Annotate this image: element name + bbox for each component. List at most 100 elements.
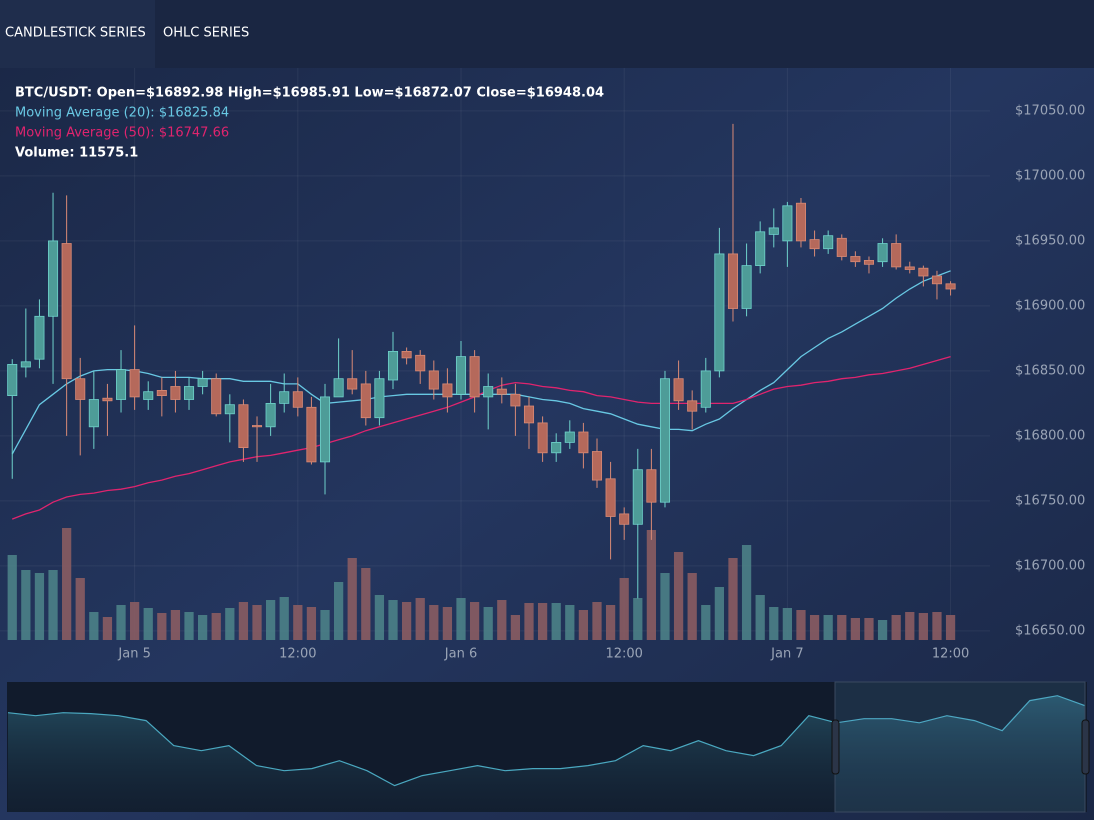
volume-bar — [75, 578, 85, 640]
candle-body — [292, 391, 303, 408]
candle-body — [88, 399, 99, 428]
volume-bar — [211, 613, 221, 640]
candle-body — [170, 386, 181, 400]
candle-body — [809, 239, 820, 250]
volume-bar — [809, 615, 820, 640]
volume-bar — [361, 568, 371, 640]
candle-body — [877, 243, 888, 263]
candle-body — [591, 451, 603, 481]
volume-bar — [320, 610, 330, 640]
candle-body — [823, 235, 834, 250]
candle-body — [945, 283, 956, 290]
candle-body — [7, 363, 18, 396]
candle-body — [673, 378, 684, 402]
x-tick-label: 12:00 — [279, 647, 316, 662]
candle-body — [129, 369, 140, 398]
navigator-window[interactable] — [834, 681, 1086, 813]
moving-average-line — [11, 355, 951, 520]
candle-body — [211, 378, 222, 415]
candle-body — [415, 354, 426, 372]
volume-bar — [497, 600, 507, 640]
candle-body — [265, 402, 276, 428]
legend-ohlc: BTC/USDT: Open=$16892.98 High=$16985.91 … — [15, 86, 604, 101]
x-tick-label: Jan 6 — [444, 647, 477, 662]
candle-body — [347, 378, 358, 390]
candle-body — [20, 361, 31, 368]
volume-bar — [660, 573, 670, 640]
volume-bar — [293, 605, 303, 640]
volume-bar — [605, 605, 616, 640]
volume-bar — [741, 545, 752, 640]
candle-body — [619, 513, 630, 525]
volume-bar — [102, 617, 113, 640]
volume-bar — [238, 602, 249, 640]
candle-body — [184, 386, 195, 400]
volume-bar — [21, 570, 31, 640]
candle-body — [904, 266, 915, 270]
candle-body — [197, 378, 208, 387]
candle-body — [442, 383, 453, 398]
volume-bar — [116, 605, 126, 640]
volume-bar — [483, 607, 493, 640]
candle-body — [687, 400, 698, 412]
candle-body — [483, 386, 494, 398]
candle-body — [238, 404, 249, 449]
y-tick-label: $17050.00 — [1015, 103, 1085, 118]
volume-bar — [265, 600, 276, 640]
volume-bar — [864, 618, 874, 640]
candle-body — [632, 469, 643, 525]
candle-body — [75, 378, 86, 400]
x-tick-label: Jan 7 — [770, 647, 803, 662]
x-tick-label: 12:00 — [605, 647, 642, 662]
candle-body — [850, 256, 861, 263]
volume-bar — [891, 615, 901, 640]
volume-bar — [401, 602, 412, 640]
volume-bar — [7, 555, 17, 640]
tab-active-bg — [0, 0, 155, 68]
candle-body — [700, 370, 711, 408]
candle-body — [374, 378, 385, 419]
y-tick-label: $16650.00 — [1015, 623, 1085, 638]
navigator — [7, 695, 1086, 812]
volume-bar — [225, 608, 235, 640]
candle-body — [48, 240, 59, 317]
tab[interactable]: OHLC SERIES — [163, 26, 249, 41]
candle-body — [306, 406, 317, 463]
candle-body — [578, 431, 589, 454]
volume-bar — [755, 595, 765, 640]
volume-bar — [714, 587, 725, 640]
volume-bar — [143, 608, 153, 640]
navigator-handle[interactable] — [1081, 719, 1090, 775]
candle-body — [360, 383, 371, 419]
candle-body — [755, 231, 766, 267]
volume-bar — [306, 607, 317, 640]
tab[interactable]: CANDLESTICK SERIES — [5, 26, 146, 41]
volume-bar — [252, 605, 262, 640]
volume-bar — [578, 610, 589, 640]
y-tick-label: $16900.00 — [1015, 298, 1085, 313]
main-chart: $16650.00 $16700.00 $16750.00 $16800.00 $168… — [0, 68, 1085, 662]
candle-body — [116, 369, 127, 400]
candle-body — [224, 404, 235, 415]
volume-bar — [877, 620, 888, 640]
volume-bar — [170, 610, 181, 640]
candle-body — [469, 356, 480, 398]
legend-volume: Volume: 11575.1 — [15, 146, 138, 161]
volume-bar — [456, 598, 466, 640]
candle-body — [741, 265, 752, 309]
volume-bar — [130, 602, 140, 640]
volume-bar — [619, 578, 629, 640]
volume-bar — [673, 552, 684, 640]
x-tick-label: 12:00 — [932, 647, 969, 662]
candle-body — [387, 350, 399, 381]
candle-body — [727, 253, 739, 309]
x-tick-label: Jan 5 — [117, 647, 150, 662]
candle-body — [143, 391, 154, 400]
candle-body — [34, 315, 45, 360]
volume-bar — [469, 602, 480, 640]
volume-bar — [374, 595, 385, 640]
volume-bar — [823, 615, 833, 640]
navigator-handle[interactable] — [831, 719, 840, 775]
volume-bar — [62, 528, 72, 640]
candle-body — [768, 227, 779, 235]
